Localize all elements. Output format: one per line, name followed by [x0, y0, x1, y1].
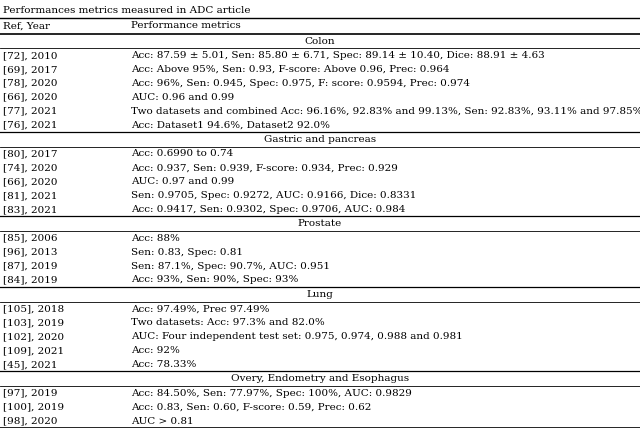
- Text: Acc: 92%: Acc: 92%: [131, 346, 180, 355]
- Text: Acc: 97.49%, Prec 97.49%: Acc: 97.49%, Prec 97.49%: [131, 304, 269, 313]
- Text: Acc: 96%, Sen: 0.945, Spec: 0.975, F: score: 0.9594, Prec: 0.974: Acc: 96%, Sen: 0.945, Spec: 0.975, F: sc…: [131, 79, 470, 88]
- Text: Acc: 93%, Sen: 90%, Spec: 93%: Acc: 93%, Sen: 90%, Spec: 93%: [131, 276, 299, 285]
- Text: Performance metrics: Performance metrics: [131, 21, 241, 30]
- Text: Sen: 0.83, Spec: 0.81: Sen: 0.83, Spec: 0.81: [131, 248, 243, 257]
- Text: [109], 2021: [109], 2021: [3, 346, 65, 355]
- Text: AUC > 0.81: AUC > 0.81: [131, 416, 194, 425]
- Text: [78], 2020: [78], 2020: [3, 79, 58, 88]
- Text: [96], 2013: [96], 2013: [3, 248, 58, 257]
- Text: [85], 2006: [85], 2006: [3, 234, 58, 243]
- Text: [76], 2021: [76], 2021: [3, 121, 58, 130]
- Text: Performances metrics measured in ADC article: Performances metrics measured in ADC art…: [3, 6, 251, 15]
- Text: [102], 2020: [102], 2020: [3, 332, 65, 341]
- Text: [81], 2021: [81], 2021: [3, 191, 58, 200]
- Text: [100], 2019: [100], 2019: [3, 403, 65, 412]
- Text: Two datasets: Acc: 97.3% and 82.0%: Two datasets: Acc: 97.3% and 82.0%: [131, 318, 325, 327]
- Text: Acc: 0.6990 to 0.74: Acc: 0.6990 to 0.74: [131, 149, 234, 158]
- Text: [80], 2017: [80], 2017: [3, 149, 58, 158]
- Text: [105], 2018: [105], 2018: [3, 304, 65, 313]
- Text: [72], 2010: [72], 2010: [3, 51, 58, 60]
- Text: Acc: 78.33%: Acc: 78.33%: [131, 360, 196, 369]
- Text: Acc: Above 95%, Sen: 0.93, F-score: Above 0.96, Prec: 0.964: Acc: Above 95%, Sen: 0.93, F-score: Abov…: [131, 65, 450, 74]
- Text: AUC: Four independent test set: 0.975, 0.974, 0.988 and 0.981: AUC: Four independent test set: 0.975, 0…: [131, 332, 463, 341]
- Text: Acc: 0.937, Sen: 0.939, F-score: 0.934, Prec: 0.929: Acc: 0.937, Sen: 0.939, F-score: 0.934, …: [131, 163, 398, 172]
- Text: Sen: 87.1%, Spec: 90.7%, AUC: 0.951: Sen: 87.1%, Spec: 90.7%, AUC: 0.951: [131, 262, 330, 270]
- Text: [98], 2020: [98], 2020: [3, 416, 58, 425]
- Text: Acc: Dataset1 94.6%, Dataset2 92.0%: Acc: Dataset1 94.6%, Dataset2 92.0%: [131, 121, 330, 130]
- Text: [66], 2020: [66], 2020: [3, 177, 58, 186]
- Text: Colon: Colon: [305, 36, 335, 45]
- Text: Ref, Year: Ref, Year: [3, 21, 50, 30]
- Text: [66], 2020: [66], 2020: [3, 93, 58, 102]
- Text: Acc: 87.59 ± 5.01, Sen: 85.80 ± 6.71, Spec: 89.14 ± 10.40, Dice: 88.91 ± 4.63: Acc: 87.59 ± 5.01, Sen: 85.80 ± 6.71, Sp…: [131, 51, 545, 60]
- Text: AUC: 0.97 and 0.99: AUC: 0.97 and 0.99: [131, 177, 234, 186]
- Text: Prostate: Prostate: [298, 219, 342, 228]
- Text: Acc: 88%: Acc: 88%: [131, 234, 180, 243]
- Text: AUC: 0.96 and 0.99: AUC: 0.96 and 0.99: [131, 93, 234, 102]
- Text: [87], 2019: [87], 2019: [3, 262, 58, 270]
- Text: Gastric and pancreas: Gastric and pancreas: [264, 135, 376, 144]
- Text: [97], 2019: [97], 2019: [3, 389, 58, 398]
- Text: [83], 2021: [83], 2021: [3, 205, 58, 214]
- Text: [69], 2017: [69], 2017: [3, 65, 58, 74]
- Text: Acc: 0.83, Sen: 0.60, F-score: 0.59, Prec: 0.62: Acc: 0.83, Sen: 0.60, F-score: 0.59, Pre…: [131, 403, 372, 412]
- Text: [77], 2021: [77], 2021: [3, 107, 58, 116]
- Text: Lung: Lung: [307, 290, 333, 299]
- Text: [74], 2020: [74], 2020: [3, 163, 58, 172]
- Text: [84], 2019: [84], 2019: [3, 276, 58, 285]
- Text: Acc: 0.9417, Sen: 0.9302, Spec: 0.9706, AUC: 0.984: Acc: 0.9417, Sen: 0.9302, Spec: 0.9706, …: [131, 205, 406, 214]
- Text: [45], 2021: [45], 2021: [3, 360, 58, 369]
- Text: Acc: 84.50%, Sen: 77.97%, Spec: 100%, AUC: 0.9829: Acc: 84.50%, Sen: 77.97%, Spec: 100%, AU…: [131, 389, 412, 398]
- Text: [103], 2019: [103], 2019: [3, 318, 65, 327]
- Text: Overy, Endometry and Esophagus: Overy, Endometry and Esophagus: [231, 374, 409, 383]
- Text: Two datasets and combined Acc: 96.16%, 92.83% and 99.13%, Sen: 92.83%, 93.11% an: Two datasets and combined Acc: 96.16%, 9…: [131, 107, 640, 116]
- Text: Sen: 0.9705, Spec: 0.9272, AUC: 0.9166, Dice: 0.8331: Sen: 0.9705, Spec: 0.9272, AUC: 0.9166, …: [131, 191, 417, 200]
